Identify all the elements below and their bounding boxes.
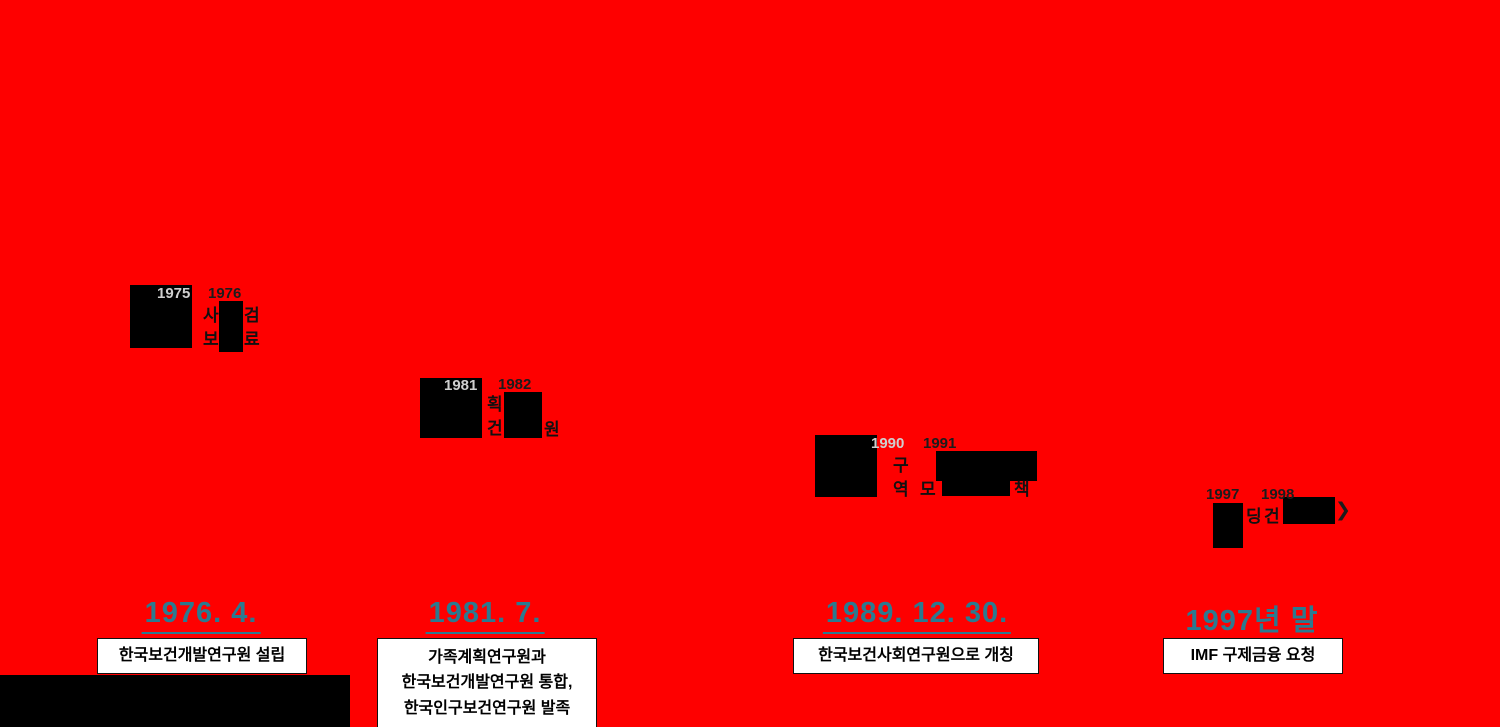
date-1981-07[interactable]: 1981. 7. (425, 597, 545, 634)
caption-line: 한국보건개발연구원 설립 (118, 647, 286, 665)
event-text-fragment: 모 (920, 480, 936, 499)
event-text-fragment: 역 (893, 480, 909, 499)
caption-line: 한국보건사회연구원으로 개칭 (818, 647, 1014, 665)
redacted-image-box (130, 285, 192, 348)
event-text-fragment: 원 (544, 420, 560, 439)
caption-line: 가족계획연구원과 (428, 648, 546, 666)
event-text-fragment: 사 (203, 306, 219, 325)
event-text-fragment: 검 (244, 306, 260, 325)
event-text-fragment: 딩 (1246, 507, 1262, 526)
year-label: 1997 (1206, 486, 1240, 503)
redacted-image-box (942, 477, 1010, 496)
date-1976-04[interactable]: 1976. 4. (141, 597, 261, 634)
redacted-image-box (504, 392, 542, 438)
redacted-image-box (420, 378, 482, 438)
caption-line: 한국인구보건연구원 발족 (403, 699, 571, 717)
caption-line: 한국보건개발연구원 통합, (401, 674, 573, 692)
event-caption: 한국보건사회연구원으로 개칭 (793, 638, 1039, 674)
event-text-fragment: 건 (1264, 507, 1280, 526)
next-arrow-icon[interactable]: ❯ (1335, 500, 1351, 521)
redacted-image-box (1213, 503, 1243, 548)
year-label: 1976 (208, 285, 242, 302)
year-label: 1975 (157, 285, 191, 302)
event-caption: 가족계획연구원과 한국보건개발연구원 통합, 한국인구보건연구원 발족 (377, 638, 597, 727)
event-text-fragment: 료 (244, 330, 260, 349)
event-text-fragment: 건 (487, 419, 503, 438)
year-label: 1982 (498, 376, 532, 393)
redacted-image-box (815, 435, 877, 497)
event-text-fragment: 보 (203, 330, 219, 349)
year-label: 1991 (923, 435, 957, 452)
year-label: 1990 (871, 435, 905, 452)
year-label: 1981 (444, 377, 478, 394)
event-caption: IMF 구제금융 요청 (1163, 638, 1343, 674)
event-text-fragment: 책 (1014, 480, 1030, 499)
redacted-image-box (0, 675, 350, 727)
date-1989-12-30[interactable]: 1989. 12. 30. (822, 597, 1012, 634)
redacted-image-box (219, 301, 243, 352)
event-caption: 한국보건개발연구원 설립 (97, 638, 307, 674)
redacted-image-box (936, 451, 1037, 481)
date-1997-end[interactable]: 1997년 말 (1182, 597, 1322, 643)
year-label: 1998 (1261, 486, 1295, 503)
redacted-image-box (1283, 497, 1335, 524)
caption-line: IMF 구제금융 요청 (1190, 647, 1316, 665)
event-text-fragment: 구 (893, 456, 909, 475)
event-text-fragment: 획 (487, 395, 503, 414)
